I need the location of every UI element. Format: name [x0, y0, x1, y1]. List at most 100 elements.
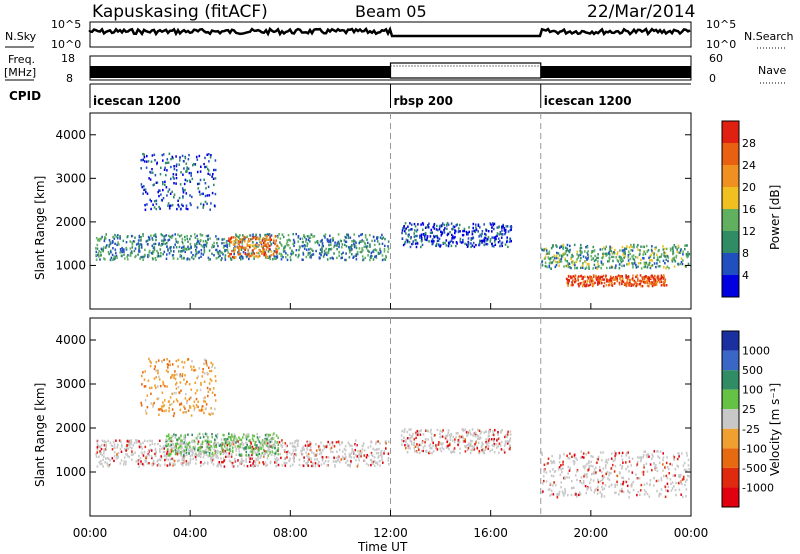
data-point — [141, 185, 143, 189]
data-point — [639, 279, 641, 283]
data-point — [679, 474, 681, 477]
data-point — [597, 263, 599, 266]
data-point — [622, 479, 625, 483]
data-point — [490, 223, 492, 226]
data-point — [188, 441, 191, 444]
data-point — [382, 236, 385, 239]
data-point — [251, 253, 254, 256]
data-point — [156, 161, 158, 164]
data-point — [406, 239, 409, 242]
data-point — [599, 469, 601, 472]
data-point — [656, 253, 658, 257]
data-point — [606, 470, 609, 474]
data-point — [194, 445, 196, 448]
data-point — [208, 412, 210, 416]
data-point — [590, 489, 593, 492]
data-point — [487, 230, 490, 233]
data-point — [667, 259, 669, 263]
data-point — [384, 237, 386, 241]
data-point — [173, 446, 175, 450]
data-point — [179, 254, 182, 257]
data-point — [434, 434, 436, 437]
data-point — [200, 381, 202, 385]
data-point — [664, 262, 666, 265]
data-point — [423, 235, 426, 238]
data-point — [263, 252, 266, 256]
data-point — [660, 280, 663, 283]
data-point — [629, 279, 631, 282]
data-point — [422, 228, 424, 231]
data-point — [303, 234, 305, 237]
data-point — [143, 160, 146, 163]
y-tick-label: 1000 — [55, 465, 86, 479]
data-point — [656, 489, 658, 493]
data-point — [274, 447, 276, 450]
data-point — [258, 441, 261, 445]
data-point — [589, 283, 591, 286]
data-point — [267, 250, 270, 253]
data-point — [290, 453, 293, 456]
data-point — [145, 456, 147, 459]
data-point — [109, 249, 112, 253]
data-point — [257, 255, 260, 259]
data-point — [502, 225, 505, 228]
data-point — [599, 479, 602, 483]
data-point — [153, 367, 156, 371]
data-point — [479, 436, 482, 439]
velocity-panel-frame — [89, 317, 692, 517]
data-point — [672, 246, 674, 249]
colorbar-tick: 20 — [742, 181, 756, 194]
data-point — [672, 454, 675, 457]
data-point — [687, 262, 690, 266]
data-point — [317, 241, 319, 245]
data-point — [173, 445, 176, 448]
data-point — [195, 436, 198, 440]
data-point — [327, 440, 329, 444]
data-point — [559, 258, 561, 262]
data-point — [348, 247, 351, 250]
data-point — [191, 256, 193, 259]
data-point — [148, 251, 151, 254]
data-point — [181, 257, 183, 260]
data-point — [335, 460, 338, 463]
data-point — [578, 285, 580, 288]
data-point — [150, 361, 152, 364]
data-point — [226, 239, 228, 243]
data-point — [231, 249, 233, 253]
data-point — [591, 282, 593, 285]
data-point — [206, 371, 208, 375]
data-point — [173, 246, 175, 249]
data-point — [240, 255, 243, 258]
data-point — [678, 455, 680, 458]
data-point — [241, 239, 244, 243]
data-point — [211, 175, 213, 178]
data-point — [268, 452, 271, 455]
data-point — [433, 236, 436, 239]
data-point — [153, 377, 156, 380]
data-point — [99, 237, 102, 241]
colorbar-tick: -1000 — [742, 481, 774, 494]
data-point — [293, 441, 296, 444]
data-point — [310, 460, 312, 464]
data-point — [488, 444, 490, 448]
data-point — [309, 254, 312, 258]
data-point — [199, 451, 201, 454]
data-point — [190, 414, 193, 417]
data-point — [621, 467, 623, 470]
data-point — [595, 274, 597, 278]
data-point — [582, 280, 585, 283]
data-point — [216, 451, 219, 454]
data-point — [437, 229, 439, 232]
data-point — [159, 248, 162, 251]
data-point — [321, 245, 323, 249]
data-point — [319, 449, 322, 453]
data-point — [200, 234, 202, 237]
data-point — [292, 457, 295, 460]
data-point — [583, 456, 585, 459]
data-point — [152, 246, 155, 250]
data-point — [279, 237, 282, 240]
data-point — [150, 251, 153, 255]
data-point — [582, 465, 585, 468]
data-point — [226, 448, 229, 451]
